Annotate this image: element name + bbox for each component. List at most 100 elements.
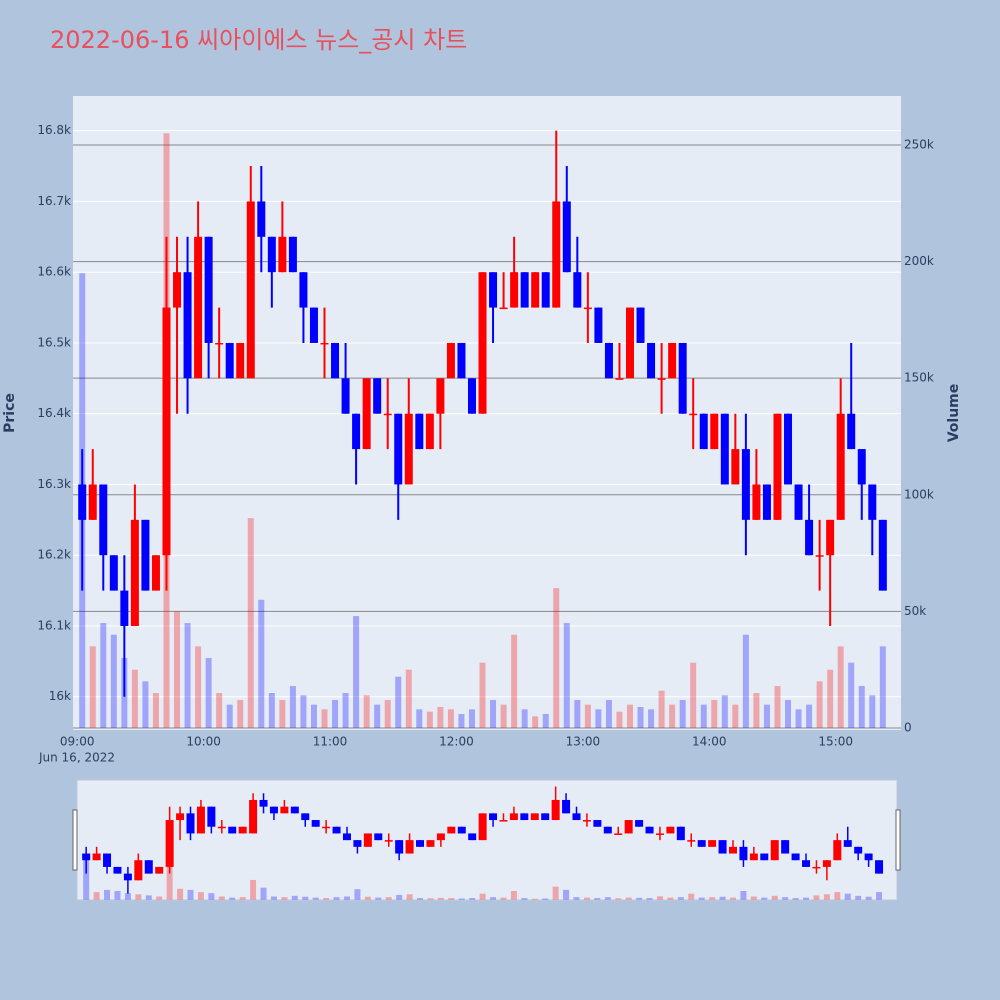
slider-volume-bar xyxy=(197,892,204,900)
candle-body xyxy=(520,272,529,308)
candle-body xyxy=(689,413,698,416)
candle-body xyxy=(215,342,224,345)
volume-bar xyxy=(279,700,286,728)
candle-body xyxy=(836,413,845,520)
slider-volume-bar xyxy=(145,895,152,900)
candle-body xyxy=(720,413,729,485)
y-tick-label: 16.1k xyxy=(37,618,71,632)
y2-axis-title: Volume xyxy=(946,384,962,443)
volume-bar xyxy=(858,686,865,728)
volume-bar xyxy=(374,704,381,728)
slider-body xyxy=(238,826,247,834)
slider-volume-bar xyxy=(406,894,413,900)
candle-body xyxy=(636,307,645,343)
slider-body xyxy=(478,813,487,841)
volume-bar xyxy=(205,658,212,728)
slider-volume-bar xyxy=(291,895,298,900)
slider-body xyxy=(176,813,185,821)
candle-body xyxy=(741,449,750,520)
range-slider[interactable] xyxy=(76,779,898,901)
slider-body xyxy=(82,853,91,861)
candle-body xyxy=(246,201,255,379)
slider-body xyxy=(520,813,529,821)
volume-bar xyxy=(500,704,507,728)
slider-volume-bar xyxy=(124,893,131,900)
x-tick-label: 10:00 xyxy=(186,735,221,749)
x-tick-label: 13:00 xyxy=(566,735,601,749)
slider-body xyxy=(802,860,811,867)
x-tick-label: 11:00 xyxy=(313,735,348,749)
candle-body xyxy=(415,413,424,450)
slider-body xyxy=(342,833,351,841)
candle-body xyxy=(657,378,666,380)
slider-volume-bar xyxy=(479,893,486,900)
slider-volume-bar xyxy=(573,897,580,900)
candle-body xyxy=(594,307,603,343)
volume-bar xyxy=(89,646,96,728)
slider-volume-bar xyxy=(677,897,684,900)
slider-volume-bar xyxy=(740,890,747,900)
volume-bar xyxy=(216,693,223,728)
candle-body xyxy=(857,449,866,485)
slider-body xyxy=(269,806,278,814)
slider-body xyxy=(739,846,748,861)
x-date-label: Jun 16, 2022 xyxy=(38,751,115,765)
slider-volume-bar xyxy=(625,897,632,900)
slider-body xyxy=(92,853,101,861)
slider-body xyxy=(436,833,445,841)
slider-body xyxy=(854,846,863,854)
candle-body xyxy=(552,201,561,308)
slider-volume-bar xyxy=(771,895,778,900)
volume-bar xyxy=(837,646,844,728)
volume-bar xyxy=(605,700,612,728)
slider-body xyxy=(666,826,675,834)
candle-body xyxy=(352,413,361,450)
slider-volume-bar xyxy=(343,896,350,900)
slider-volume-bar xyxy=(876,892,883,900)
volume-bar xyxy=(700,704,707,728)
volume-bar xyxy=(363,695,370,728)
volume-bar xyxy=(131,669,138,728)
slider-handle[interactable] xyxy=(72,809,78,871)
volume-bar xyxy=(869,695,876,728)
slider-body xyxy=(290,806,299,814)
chart-title: 2022-06-16 씨아이에스 뉴스_공시 차트 xyxy=(50,26,467,54)
slider-body xyxy=(322,826,331,829)
slider-volume-bar xyxy=(260,887,267,900)
slider-volume-bar xyxy=(761,897,768,900)
volume-bar xyxy=(300,695,307,728)
y-tick-label: 16.5k xyxy=(37,335,71,349)
y-tick-label: 16.4k xyxy=(37,406,71,420)
slider-body xyxy=(770,840,779,861)
y2-tick-label: 200k xyxy=(904,254,934,268)
slider-volume-bar xyxy=(93,892,100,900)
slider-volume-bar xyxy=(500,897,507,900)
slider-body xyxy=(676,826,685,841)
volume-bar xyxy=(637,707,644,728)
candle-body xyxy=(267,236,276,273)
slider-body xyxy=(249,799,258,834)
slider-body xyxy=(624,820,633,834)
slider-volume-bar xyxy=(750,896,757,900)
volume-bar xyxy=(648,709,655,728)
slider-body xyxy=(457,826,466,834)
slider-handle[interactable] xyxy=(895,809,901,871)
candle-body xyxy=(467,378,476,414)
slider-volume-bar xyxy=(594,898,601,900)
plot-area xyxy=(73,96,901,730)
slider-body xyxy=(405,840,414,854)
slider-volume-bar xyxy=(803,897,810,900)
slider-volume-bar xyxy=(782,897,789,900)
slider-body xyxy=(489,813,498,821)
slider-body xyxy=(186,813,195,834)
candle-body xyxy=(151,555,160,591)
slider-volume-bar xyxy=(208,893,215,900)
volume-bar xyxy=(616,711,623,728)
volume-bar xyxy=(806,704,813,728)
slider-volume-bar xyxy=(312,897,319,900)
volume-bar xyxy=(563,623,570,728)
volume-bar xyxy=(742,634,749,728)
volume-bar xyxy=(690,662,697,728)
slider-volume-bar xyxy=(531,898,538,900)
candle-body xyxy=(120,590,129,626)
